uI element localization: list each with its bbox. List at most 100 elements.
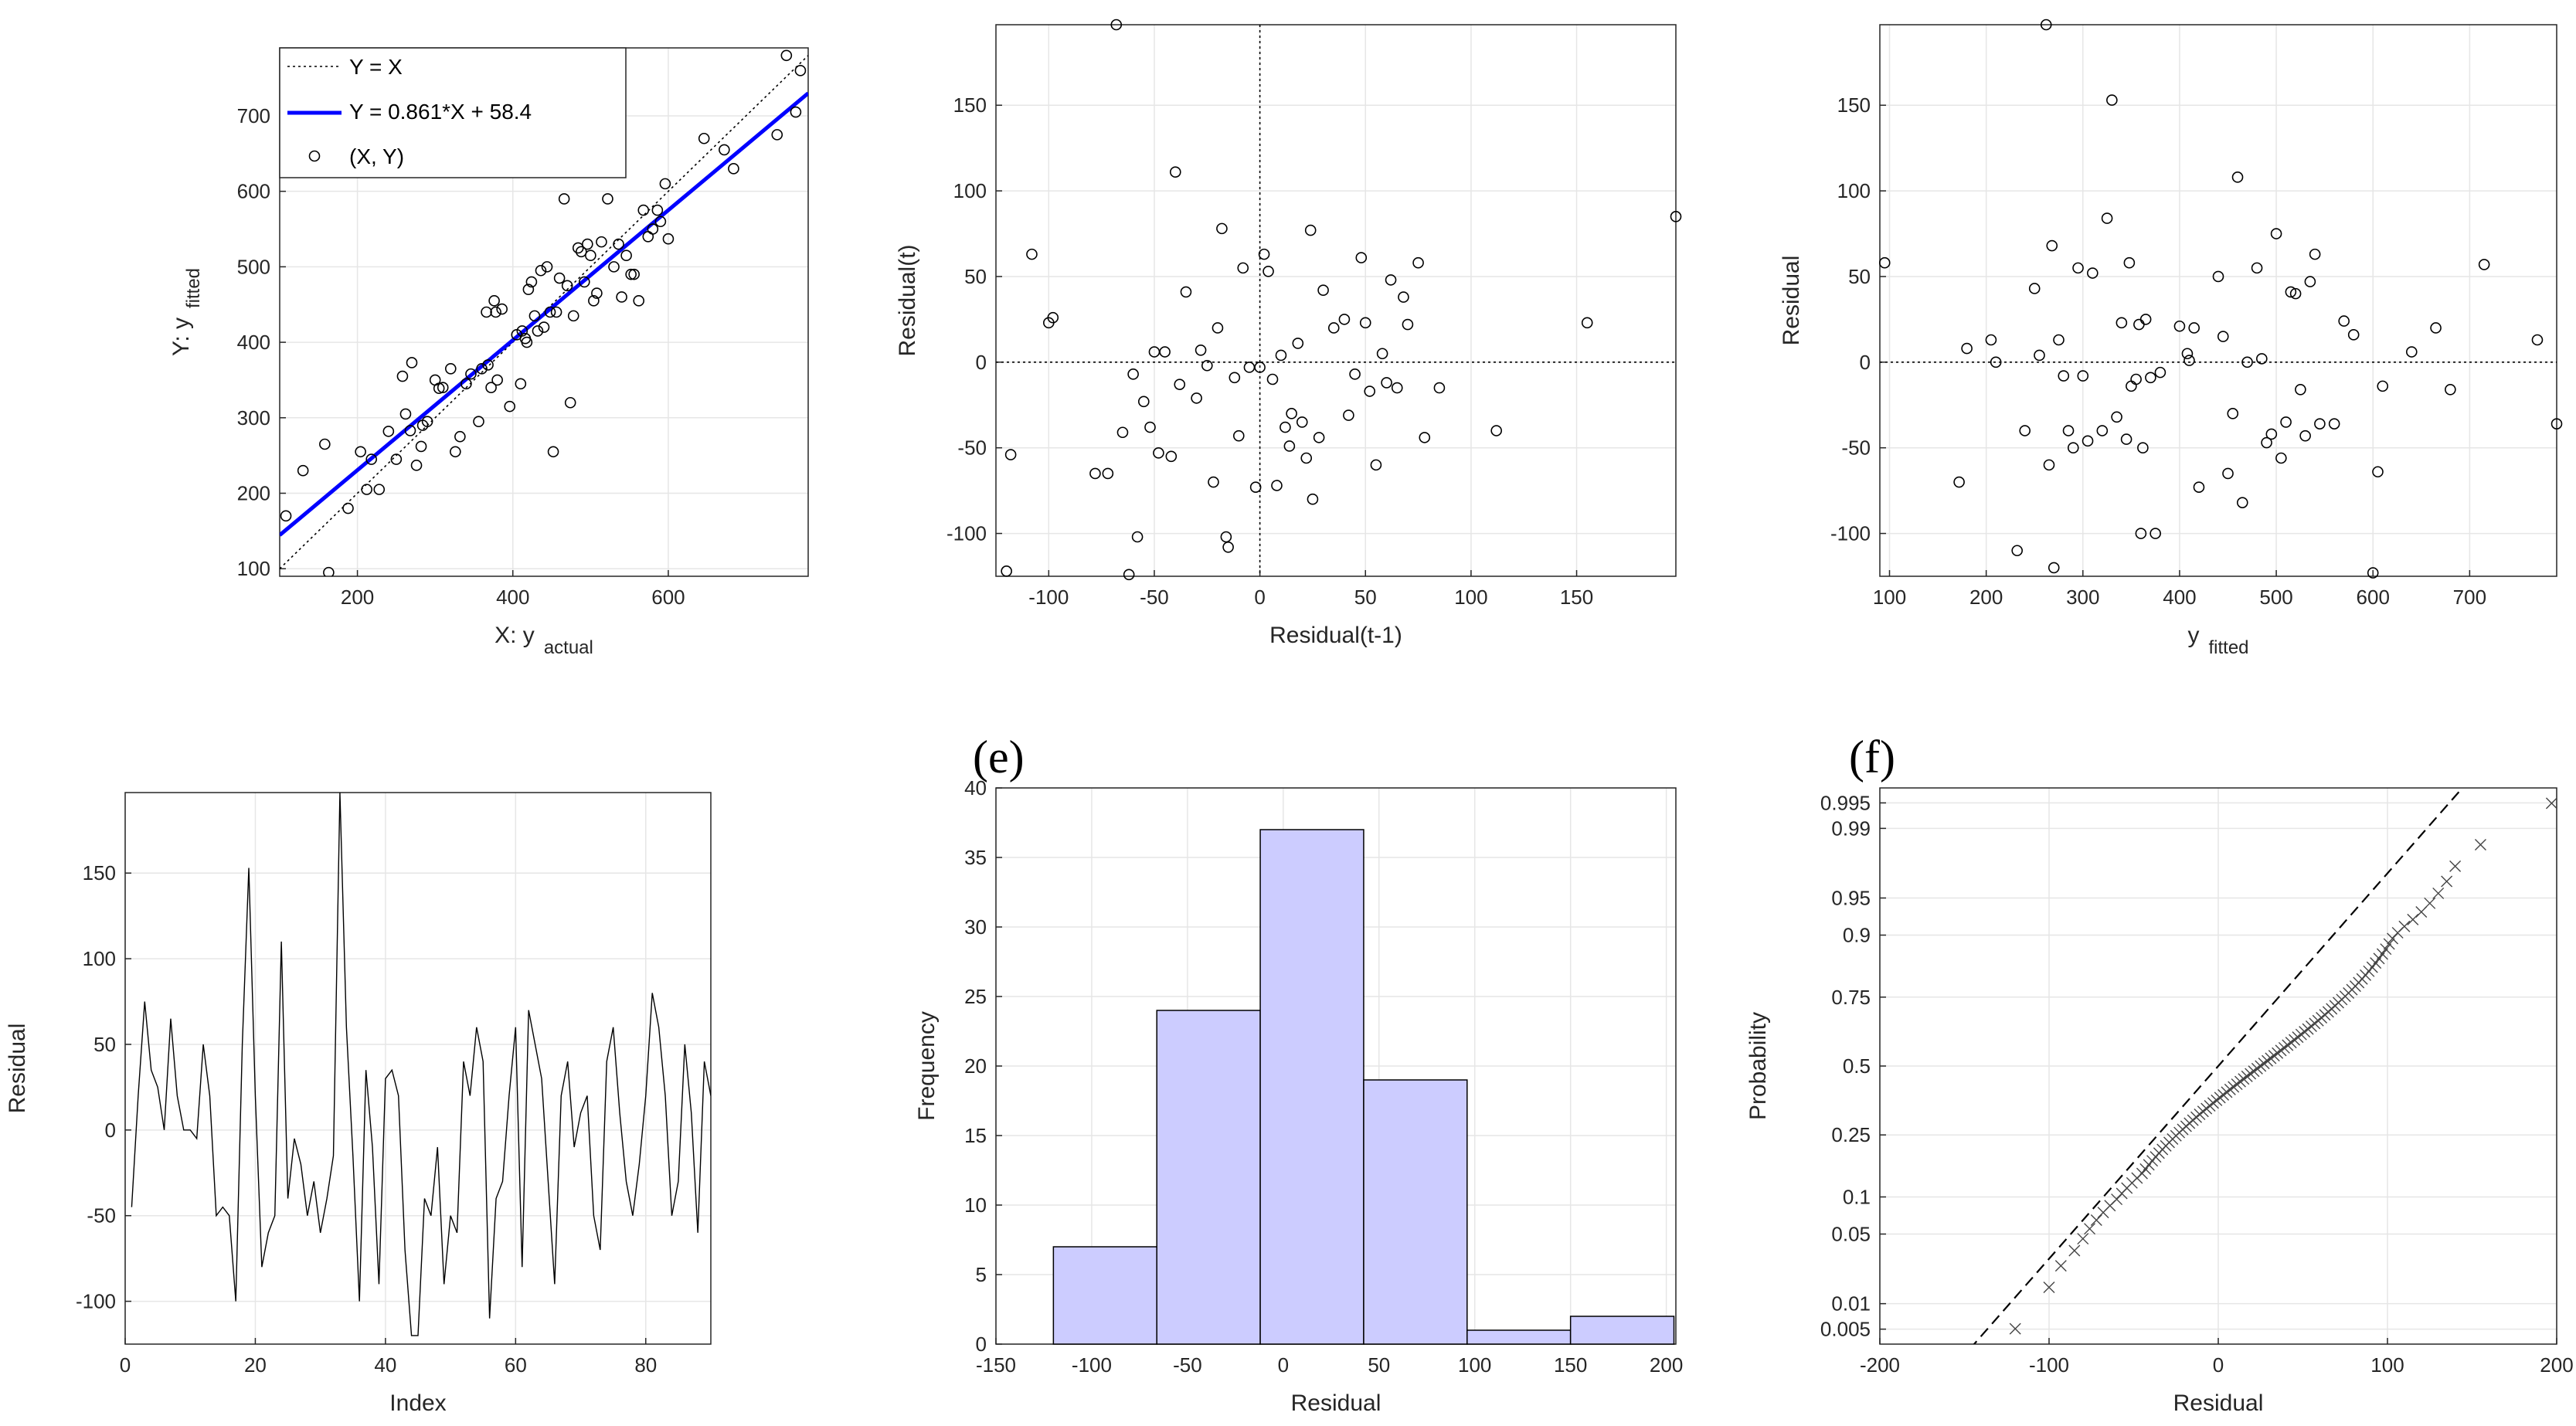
normal-reference-line [1973, 788, 2464, 1344]
data-point [2372, 466, 2384, 478]
probability-point [2383, 938, 2395, 950]
x-axis-label: y fitted [2187, 623, 2248, 658]
data-point [2133, 318, 2145, 331]
probability-point [2449, 860, 2462, 872]
data-point [2072, 262, 2084, 274]
data-point [2011, 545, 2024, 557]
data-point [410, 460, 423, 471]
data-point [771, 129, 783, 141]
data-point [2188, 322, 2200, 334]
y-tick-label: 0.95 [1831, 886, 1871, 909]
data-point [1292, 338, 1304, 349]
data-point [1381, 377, 1392, 389]
data-point [2367, 567, 2379, 579]
data-point [2053, 334, 2065, 346]
data-point [575, 246, 587, 258]
y-tick-label: 15 [964, 1124, 987, 1147]
x-tick-label: -100 [1028, 586, 1069, 609]
histogram-bar [1466, 1329, 1572, 1345]
panel-c-residual-vs-fitted: 100 200 300 400 500 600 700 -100 -50 0 50 100 150 y fi… [1779, 19, 2563, 658]
x-tick-label: -100 [2029, 1353, 2069, 1377]
data-point [421, 416, 433, 427]
x-tick-label: 200 [2540, 1353, 2573, 1377]
data-point [1263, 266, 1274, 277]
x-tick-label: -100 [1072, 1353, 1112, 1377]
plot-area [1973, 788, 2557, 1344]
data-point [1385, 274, 1397, 286]
y-tick-label: 20 [964, 1054, 987, 1078]
data-point [1402, 318, 1414, 331]
histogram-bar [1259, 829, 1364, 1345]
data-point [404, 425, 416, 436]
x-axis-label: Residual [2173, 1390, 2264, 1416]
x-axis-label: Residual(t-1) [1269, 623, 1402, 648]
data-point [373, 484, 386, 495]
data-point [2241, 356, 2253, 368]
x-tick-label: 150 [1560, 586, 1593, 609]
data-point [1304, 224, 1317, 236]
y-tick-label: 0.25 [1831, 1123, 1871, 1146]
data-point [2126, 380, 2137, 392]
data-point [561, 280, 573, 292]
data-point [2149, 528, 2161, 539]
histogram-bar [1052, 1246, 1157, 1345]
data-point [550, 306, 562, 318]
data-point [579, 276, 590, 288]
data-point [2531, 334, 2544, 346]
data-point [1349, 368, 1361, 380]
data-point [323, 566, 335, 576]
probability-point [2258, 1058, 2270, 1070]
data-point [532, 325, 544, 337]
data-point [1138, 396, 1150, 408]
axes-frame [124, 792, 712, 1345]
data-point [1300, 452, 1313, 464]
x-tick-label: 50 [1368, 1353, 1390, 1377]
data-point [1266, 373, 1279, 385]
data-point [382, 426, 395, 437]
x-tick-label: -50 [1140, 586, 1169, 609]
data-point [1116, 426, 1129, 439]
data-point [1878, 256, 1891, 269]
data-point [1990, 356, 2002, 368]
data-point [2222, 467, 2234, 480]
data-point [596, 236, 607, 248]
data-point [2111, 411, 2122, 423]
y-tick-label: 150 [1837, 93, 1871, 117]
x-tick-label: 20 [244, 1353, 267, 1377]
probability-point [2068, 1244, 2081, 1257]
data-point [1201, 359, 1213, 372]
data-point [794, 65, 807, 76]
data-point [2280, 416, 2292, 428]
data-point [698, 132, 710, 144]
data-point [558, 193, 570, 205]
data-point [642, 230, 654, 243]
data-point [2183, 355, 2195, 366]
data-point [651, 204, 664, 216]
data-point [1180, 286, 1192, 298]
data-point [2231, 171, 2244, 183]
data-point [2430, 322, 2442, 334]
probability-point [2009, 1322, 2021, 1335]
data-point [1490, 425, 1503, 436]
data-point [1670, 211, 1682, 222]
x-axis-label: X: y actual [494, 623, 593, 658]
data-point [2145, 372, 2156, 384]
data-point [1089, 467, 1101, 480]
x-tick-label: 300 [2066, 586, 2099, 609]
data-point [1165, 450, 1178, 463]
data-point [544, 306, 556, 318]
probability-point [2245, 1068, 2257, 1080]
data-point [541, 261, 553, 273]
data-point [1275, 349, 1287, 362]
data-point [319, 438, 331, 450]
data-point [1229, 372, 1241, 384]
y-axis-label: Y: yfitted [168, 268, 204, 356]
data-point [406, 357, 418, 368]
data-point [616, 291, 627, 303]
data-point [515, 378, 527, 390]
data-point [2478, 259, 2490, 270]
probability-point [2545, 797, 2557, 810]
y-tick-label: 0.1 [1843, 1185, 1871, 1208]
fit-line [280, 91, 808, 537]
